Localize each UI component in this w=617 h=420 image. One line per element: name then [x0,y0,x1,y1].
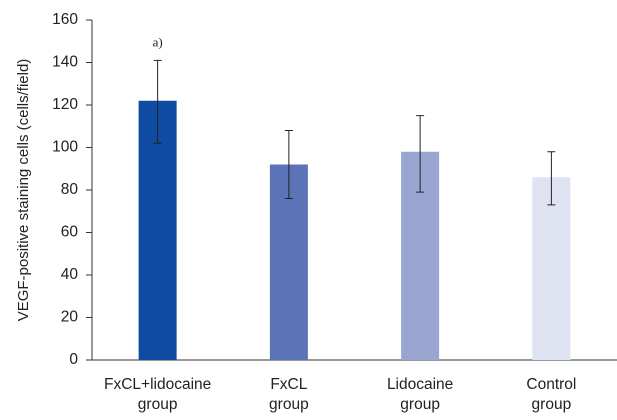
y-tick-label: 40 [61,266,79,283]
y-ticks-group: 0 20 40 60 80 100 120 140 160 [52,11,92,368]
x-category-label: group [400,396,440,413]
y-axis-title-group: VEGF-positive staining cells (cells/fiel… [15,59,32,322]
y-tick-label: 20 [61,309,79,326]
y-tick-label: 160 [52,11,78,28]
bars-group [138,100,571,360]
bar [532,177,571,360]
x-category-label: Control [526,376,576,393]
x-category-label: group [269,396,309,413]
y-tick-label: 0 [69,351,78,368]
y-tick-label: 120 [52,96,78,113]
x-category-label: group [138,396,178,413]
y-tick-label: 100 [52,139,78,156]
bar [138,100,177,360]
y-tick-label: 80 [61,181,79,198]
y-tick-label: 140 [52,54,78,71]
x-category-label: group [532,396,572,413]
significance-annotation: a) [153,34,163,49]
annotations-group: a) [153,34,163,49]
x-category-label: Lidocaine [387,376,453,393]
x-category-label: FxCL [270,376,307,393]
error-bars-group [153,59,556,206]
y-axis-title: VEGF-positive staining cells (cells/fiel… [15,59,32,322]
x-category-label: FxCL+lidocaine [104,376,211,393]
x-labels-group: FxCL+lidocaine group FxCL group Lidocaine gro… [104,376,576,413]
y-tick-label: 60 [61,224,79,241]
